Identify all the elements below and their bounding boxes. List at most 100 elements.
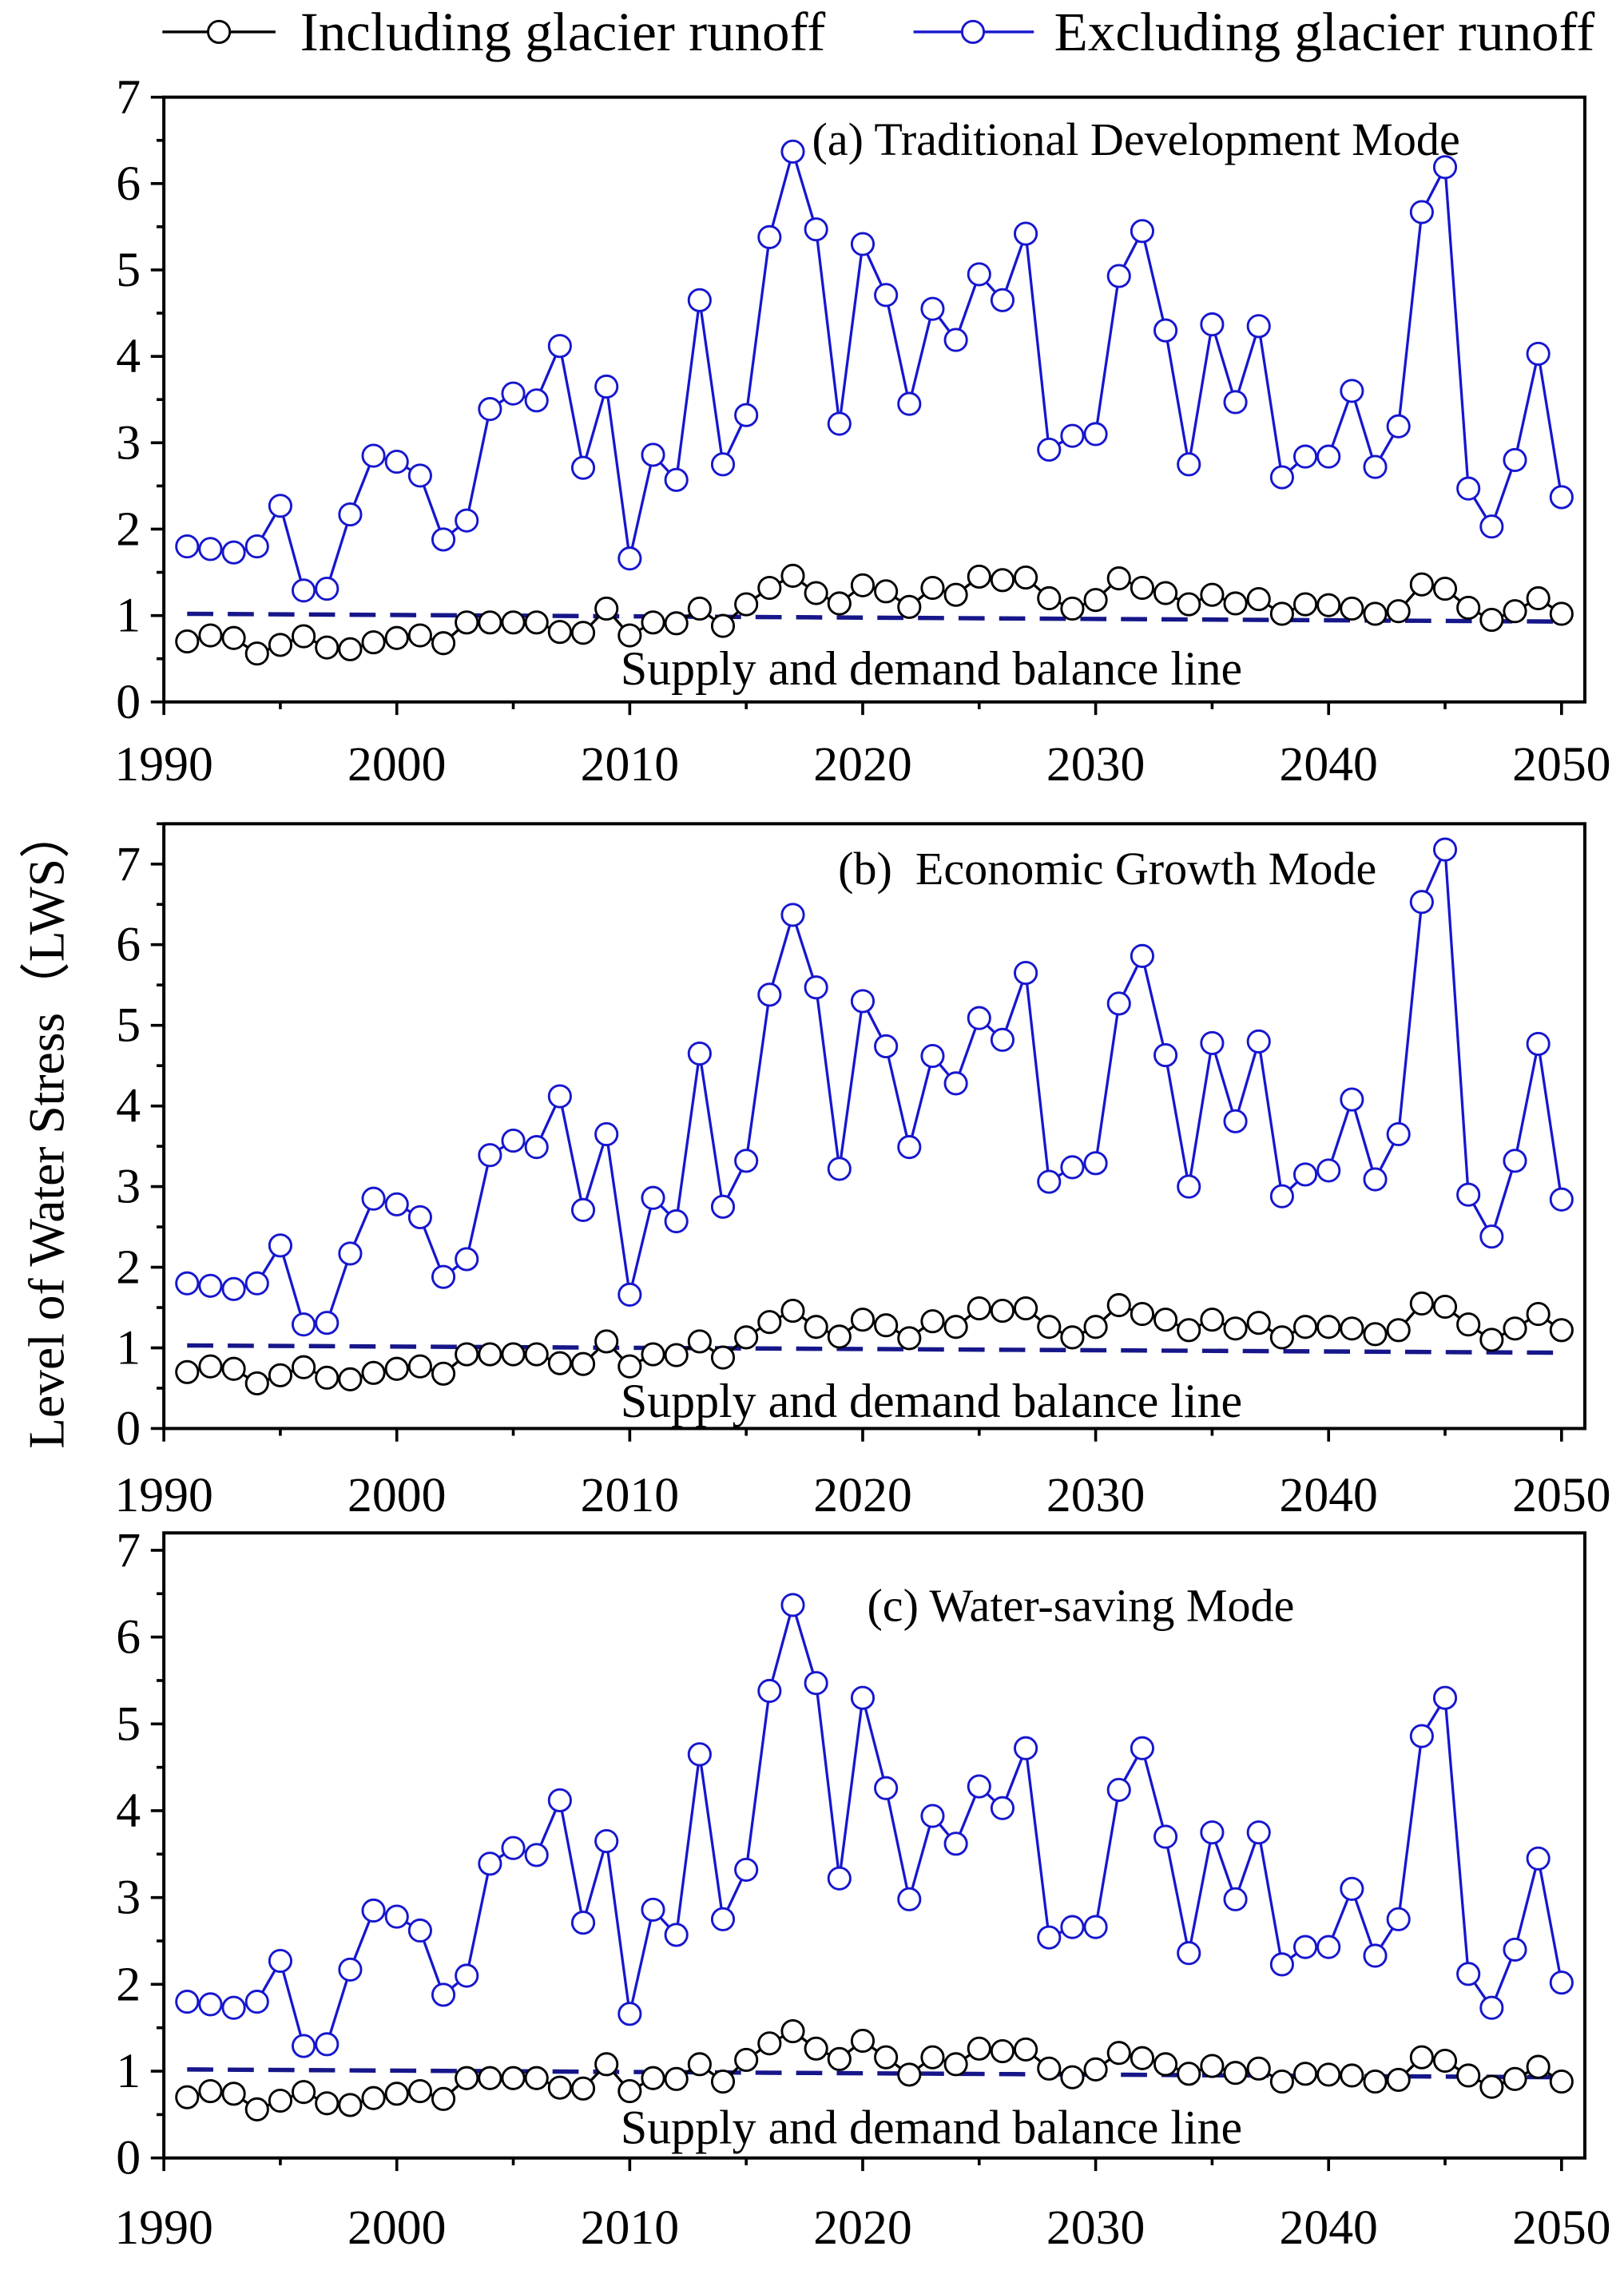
excluding-data-point: [687, 1041, 712, 1066]
excluding-data-point: [664, 1923, 689, 1947]
including-data-point: [664, 2066, 689, 2091]
excluding-data-point: [407, 1204, 432, 1230]
excluding-data-point: [292, 578, 316, 603]
including-data-point: [641, 2066, 665, 2090]
including-data-point: [1456, 595, 1481, 620]
excluding-data-point: [897, 391, 922, 416]
including-data-point: [1083, 588, 1108, 613]
excluding-data-point: [1503, 1937, 1527, 1962]
excluding-data-point: [198, 1273, 223, 1298]
including-data-point: [1153, 1308, 1178, 1332]
y-tick-label: 6: [116, 157, 141, 211]
excluding-data-point: [874, 283, 899, 308]
including-data-point: [478, 1342, 502, 1367]
excluding-data-point: [1549, 1187, 1574, 1212]
excluding-data-point: [1503, 1149, 1527, 1173]
y-tick-label: 0: [116, 675, 141, 729]
including-data-point: [641, 610, 665, 635]
including-data-point: [1060, 596, 1085, 621]
including-data-point: [687, 596, 712, 621]
excluding-data-point: [175, 1990, 200, 2014]
excluding-data-point: [1200, 1820, 1225, 1845]
excluding-data-point: [641, 1897, 665, 1922]
including-data-point: [292, 2080, 316, 2105]
including-data-point: [1409, 1291, 1434, 1316]
excluding-data-point: [1340, 1876, 1364, 1901]
including-data-point: [780, 2018, 805, 2044]
excluding-data-point: [710, 452, 736, 477]
panel-b-plot-area: 0 1 2 3 4 5 6 7 1990 2000 2010 2020 2030 2040 2050: [114, 822, 1611, 1522]
including-data-point: [1246, 1311, 1271, 1335]
including-data-point: [384, 625, 409, 650]
including-data-point: [710, 1345, 736, 1370]
including-data-point: [687, 2052, 712, 2077]
excluding-data-point: [501, 1835, 526, 1860]
excluding-data-point: [1479, 1995, 1504, 2020]
including-data-point: [1432, 577, 1458, 601]
excluding-data-point: [1083, 1915, 1108, 1939]
including-data-point: [1292, 2062, 1318, 2086]
including-data-point: [897, 2062, 922, 2087]
including-data-point: [1316, 593, 1341, 617]
excluding-data-point: [431, 1264, 456, 1289]
excluding-data-point: [850, 989, 876, 1014]
excluding-data-point: [990, 1027, 1015, 1052]
including-data-point: [431, 2086, 456, 2111]
excluding-data-point: [943, 327, 968, 352]
including-data-point: [1014, 1296, 1038, 1321]
including-data-point: [198, 1354, 223, 1379]
panel-c: 0 1 2 3 4 5 6 7 1990 2000 2010 2020 2030 2040 2050 (c)…: [114, 1523, 1610, 2255]
x-tick-label: 2010: [581, 1468, 679, 1522]
excluding-data-point: [268, 1948, 292, 1974]
supply-demand-balance-line: [187, 611, 1562, 624]
x-tick-label: 1990: [114, 737, 212, 792]
including-data-point: [874, 2045, 899, 2070]
including-data-point: [221, 2082, 246, 2106]
including-data-point: [524, 610, 549, 635]
excluding-data-point: [1200, 1030, 1225, 1055]
including-data-point: [361, 630, 386, 655]
excluding-data-point: [617, 1282, 642, 1307]
including-data-point: [221, 625, 246, 650]
excluding-data-point: [1479, 514, 1504, 539]
excluding-data-point: [292, 1312, 316, 1337]
excluding-data-point: [734, 1149, 759, 1173]
excluding-data-point: [1526, 341, 1551, 366]
excluding-data-point: [1083, 1151, 1108, 1176]
excluding-data-point: [361, 1898, 386, 1923]
including-data-point: [175, 1359, 200, 1384]
excluding-data-point: [268, 494, 292, 518]
including-data-point: [1130, 575, 1154, 601]
panel-a: 0 1 2 3 4 5 6 7 1990 2000 2010 2020 2030 2040 2050 (a)…: [114, 70, 1610, 792]
excluding-data-point: [1153, 318, 1178, 343]
excluding-data-point: [221, 1276, 246, 1301]
panel-b-balance-label: Supply and demand balance line: [621, 1375, 1242, 1427]
including-data-point: [967, 1296, 991, 1321]
excluding-data-point: [570, 455, 596, 480]
including-data-point: [244, 1371, 269, 1395]
excluding-data-point: [175, 534, 200, 559]
excluding-data-point: [780, 139, 805, 164]
legend-item-excluding: Excluding glacier runoff: [913, 2, 1594, 62]
including-data-point: [1200, 582, 1225, 607]
excluding-data-point: [1177, 452, 1201, 477]
including-data-point: [594, 596, 619, 621]
including-data-point: [850, 2028, 876, 2054]
y-tick-label: 6: [116, 918, 141, 972]
including-data-point: [384, 2082, 409, 2106]
excluding-data-point: [594, 1121, 619, 1147]
including-data-point: [1363, 1322, 1388, 1347]
including-data-point: [967, 564, 991, 589]
x-tick-label: 2000: [347, 1468, 446, 1522]
excluding-data-point: [547, 1788, 572, 1813]
including-data-point: [407, 1354, 432, 1379]
y-tick-label: 5: [116, 1697, 141, 1751]
excluding-data-point: [1130, 1736, 1154, 1760]
including-data-point: [292, 624, 316, 649]
excluding-data-point: [1106, 264, 1131, 288]
including-data-point: [897, 594, 922, 619]
plot-frame: [162, 1531, 1586, 2160]
including-data-point: [804, 581, 828, 605]
including-data-point: [175, 629, 200, 654]
